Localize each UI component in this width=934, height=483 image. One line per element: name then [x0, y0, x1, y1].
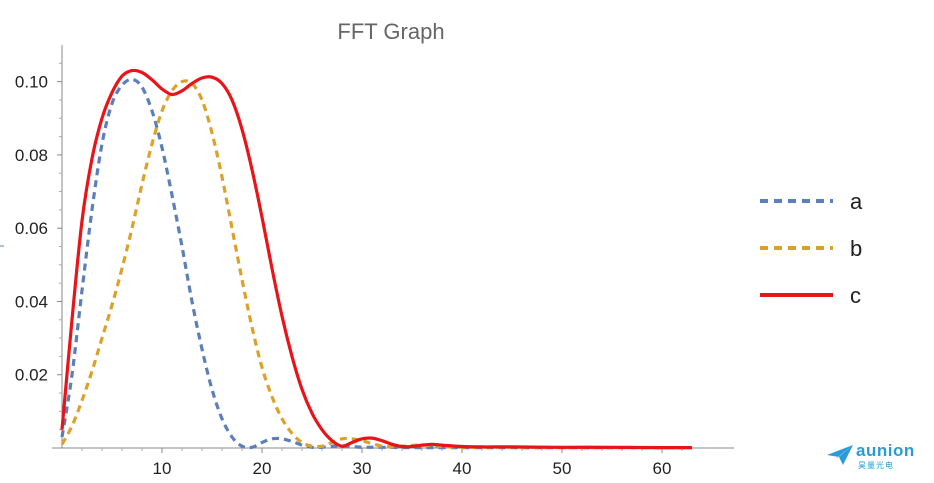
- series-line-c: [60, 68, 693, 450]
- series-line-a: [60, 77, 692, 450]
- watermark-brand: aunion: [856, 441, 915, 460]
- legend-label-c: c: [850, 283, 861, 308]
- x-tick-label: 30: [353, 459, 372, 478]
- legend: abc: [760, 189, 863, 308]
- axis-ticks: 10 20 30 40 50 60 0.02 0.04 0.06 0.08 0.10: [15, 62, 683, 478]
- legend-label-a: a: [850, 189, 863, 214]
- watermark-subtitle: 昊量光电: [858, 461, 894, 470]
- x-tick-label: 10: [153, 459, 172, 478]
- x-tick-label: 40: [453, 459, 472, 478]
- y-tick-label: 0.02: [15, 366, 48, 385]
- y-tick-label: 0.06: [15, 219, 48, 238]
- legend-label-b: b: [850, 236, 862, 261]
- chart-title: FFT Graph: [337, 19, 444, 44]
- y-tick-label: 0.10: [15, 73, 48, 92]
- series-layer: [60, 68, 693, 450]
- aunion-watermark: aunion 昊量光电: [826, 440, 930, 474]
- x-tick-label: 20: [253, 459, 272, 478]
- x-tick-label: 50: [553, 459, 572, 478]
- y-tick-label: 0.04: [15, 292, 48, 311]
- y-tick-label: 0.08: [15, 146, 48, 165]
- x-tick-label: 60: [653, 459, 672, 478]
- paper-plane-icon: [827, 445, 853, 465]
- series-line-b: [60, 79, 692, 450]
